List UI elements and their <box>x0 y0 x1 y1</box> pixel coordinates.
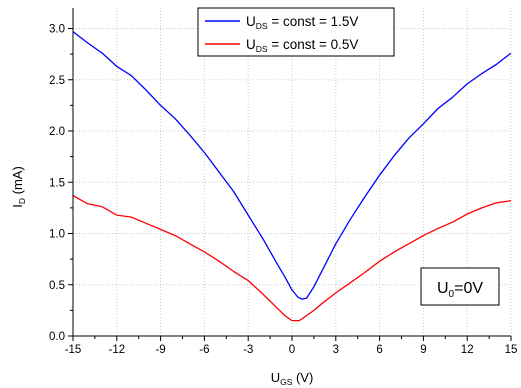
legend-entry-1: UDS = const = 1.5V <box>246 14 358 31</box>
x-tick-label: -9 <box>155 344 165 356</box>
legend: UDS = const = 1.5V UDS = const = 0.5V <box>197 7 395 57</box>
x-axis-label: UGS (V) <box>271 370 314 387</box>
x-tick-label: -3 <box>243 344 253 356</box>
y-tick-label: 2.0 <box>49 126 65 138</box>
annotation-box <box>420 267 500 306</box>
x-tick-label: 0 <box>289 344 295 356</box>
x-tick-label: 9 <box>420 344 426 356</box>
legend-box <box>197 7 395 57</box>
x-tick-label: 3 <box>333 344 339 356</box>
series-group <box>72 31 512 322</box>
y-tick-label: 2.5 <box>49 75 65 87</box>
legend-entry-2: UDS = const = 0.5V <box>246 37 358 54</box>
grid <box>72 8 512 337</box>
x-tick-label: -15 <box>65 344 82 356</box>
y-tick-label: 1.0 <box>49 229 65 241</box>
x-tick-label: 6 <box>376 344 382 356</box>
x-tick-label: -6 <box>199 344 209 356</box>
series-line-1 <box>72 31 512 300</box>
y-tick-label: 0.0 <box>49 331 65 343</box>
y-tick-label: 1.5 <box>49 177 65 189</box>
annotation: U0=0V <box>420 267 500 306</box>
x-tick-label: 12 <box>461 344 474 356</box>
y-axis-label: ID (mA) <box>10 166 27 208</box>
axes: -15 -12 -9 -6 -3 0 3 6 9 12 15 0.0 0.5 1.0 1.5 2.0 2.5 3.… <box>49 8 517 356</box>
y-tick-label: 3.0 <box>49 24 65 36</box>
x-tick-label: 15 <box>505 344 518 356</box>
series-line-2 <box>72 195 512 322</box>
annotation-label: U0=0V <box>437 280 483 300</box>
y-tick-label: 0.5 <box>49 280 65 292</box>
x-tick-label: -12 <box>108 344 125 356</box>
